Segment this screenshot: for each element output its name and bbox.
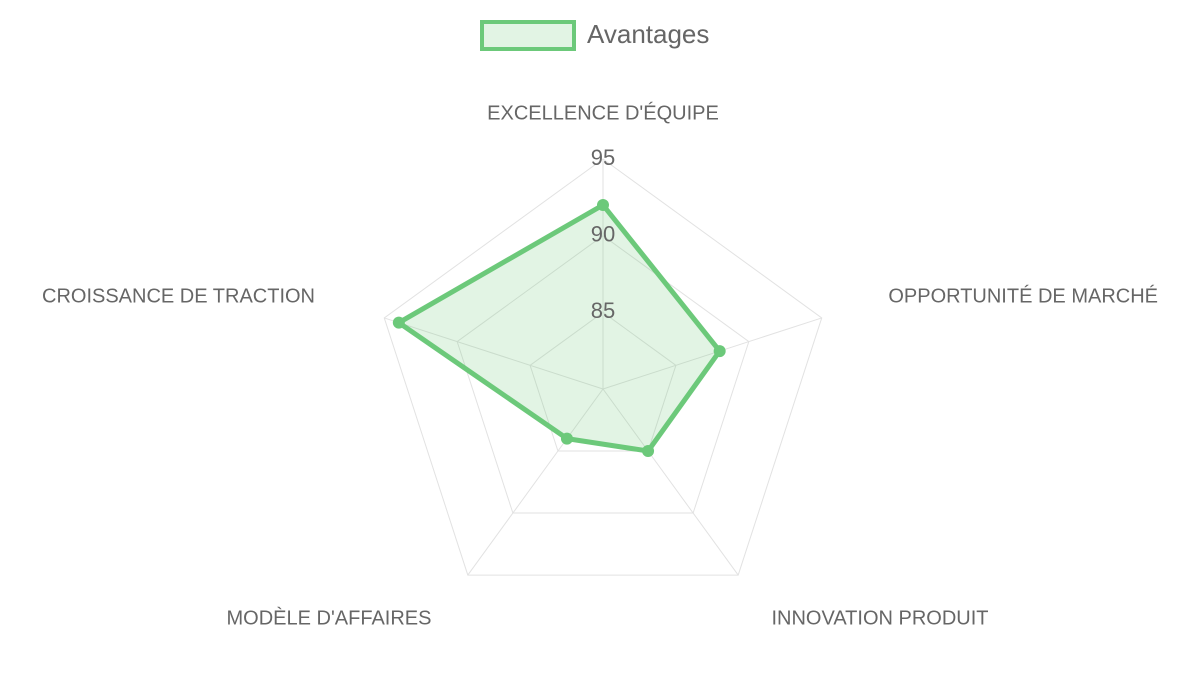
spoke xyxy=(602,388,739,576)
radar-point xyxy=(560,432,573,445)
r-tick-label: 90 xyxy=(591,221,615,246)
axis-label: OPPORTUNITÉ DE MARCHÉ xyxy=(888,284,1158,307)
radar-point xyxy=(713,345,726,358)
axis-label: INNOVATION PRODUIT xyxy=(771,607,988,629)
r-tick-label: 85 xyxy=(591,298,615,323)
axis-label: EXCELLENCE D'ÉQUIPE xyxy=(487,101,719,124)
axis-label: CROISSANCE DE TRACTION xyxy=(42,285,315,307)
grid-ring xyxy=(456,235,750,514)
grid-ring xyxy=(529,311,677,452)
radar-point xyxy=(392,316,405,329)
radar-point xyxy=(642,445,655,458)
radar-point xyxy=(597,199,609,211)
spoke xyxy=(467,388,604,576)
axis-label: MODÈLE D'AFFAIRES xyxy=(227,606,432,629)
legend-label: Avantages xyxy=(587,19,709,49)
spoke xyxy=(384,317,604,390)
radar-area xyxy=(396,202,723,454)
grid-ring xyxy=(383,158,823,576)
spoke xyxy=(602,317,822,390)
r-tick-label: 95 xyxy=(591,145,615,170)
legend-swatch xyxy=(480,20,576,51)
